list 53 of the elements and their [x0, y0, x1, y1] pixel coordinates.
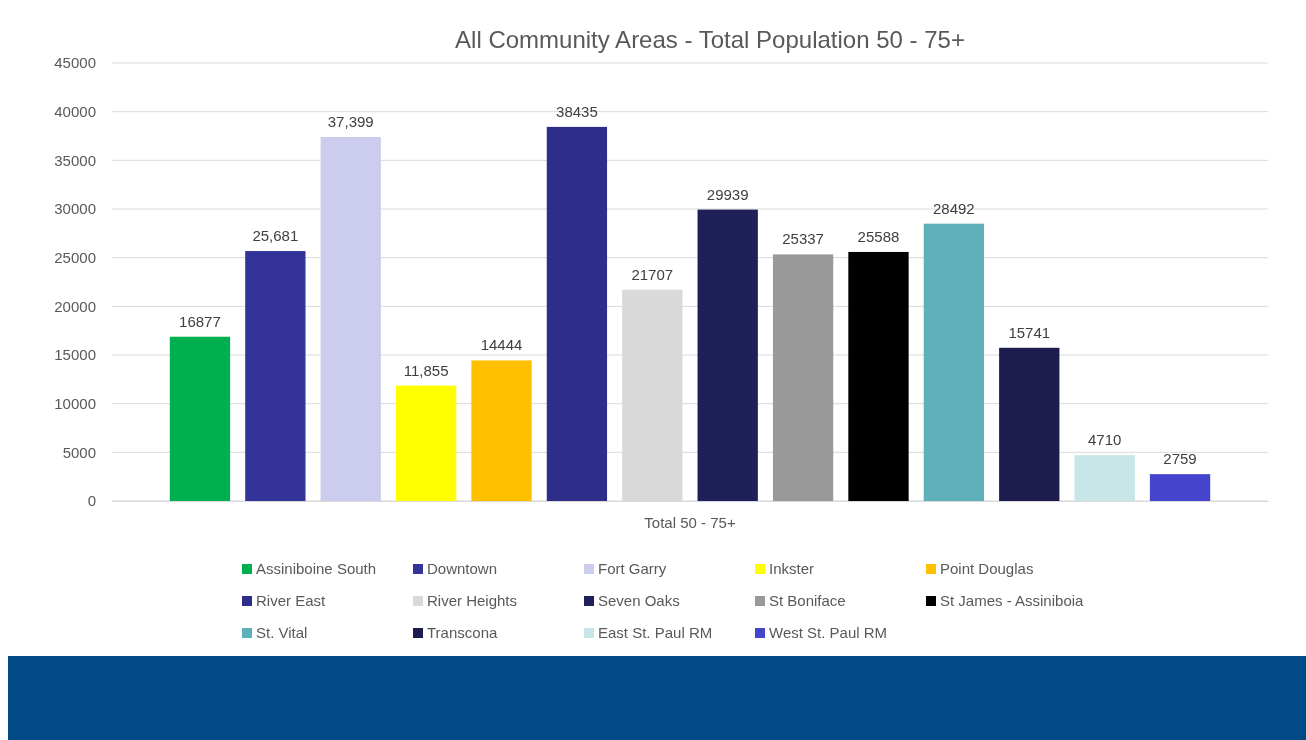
bar: [320, 136, 381, 501]
legend-label: Fort Garry: [598, 560, 667, 577]
bar: [1149, 474, 1211, 501]
data-label: 15741: [1008, 323, 1051, 341]
data-label: 37,399: [327, 112, 374, 130]
data-label: 11,855: [403, 361, 449, 379]
bar: [395, 385, 457, 501]
bar: [848, 251, 909, 501]
y-tick-label: 0: [87, 492, 96, 510]
legend-label: East St. Paul RM: [598, 624, 713, 641]
data-label: 25337: [782, 230, 824, 248]
bar: [697, 209, 758, 501]
data-label: 2759: [1163, 450, 1197, 468]
legend-label: Point Douglas: [940, 560, 1034, 577]
legend-label: River Heights: [427, 592, 518, 609]
bar: [1074, 455, 1135, 501]
data-label: 16877: [179, 312, 221, 330]
bar: [999, 347, 1060, 501]
x-tick-label: Total 50 - 75+: [644, 513, 736, 531]
data-label: 25,681: [252, 227, 299, 245]
legend-label: West St. Paul RM: [769, 624, 888, 641]
legend-label: St Boniface: [769, 592, 846, 609]
bar: [471, 360, 532, 501]
y-tick-label: 45000: [54, 54, 96, 72]
data-label: 28492: [933, 199, 975, 217]
data-label: 4710: [1087, 431, 1122, 449]
legend-label: St. Vital: [256, 624, 308, 641]
legend-label: Downtown: [427, 560, 498, 577]
data-label: 38435: [556, 102, 598, 120]
y-tick-label: 20000: [54, 297, 96, 315]
y-tick-label: 40000: [54, 102, 96, 120]
bar: [772, 254, 834, 501]
legend-label: Inkster: [769, 560, 815, 577]
y-tick-label: 5000: [62, 443, 96, 461]
legend-label: River East: [256, 592, 327, 609]
y-tick-label: 30000: [54, 200, 96, 218]
bar: [169, 336, 231, 501]
y-tick-label: 35000: [54, 151, 96, 169]
data-label: 25588: [857, 227, 900, 245]
bar: [546, 126, 608, 501]
legend-label: St James - Assiniboia: [940, 592, 1085, 609]
y-tick-label: 15000: [54, 346, 96, 364]
chart-title: All Community Areas - Total Population 50 - 75+: [455, 26, 965, 53]
data-label: 29939: [706, 185, 749, 203]
bar: [923, 223, 985, 501]
legend-label: Seven Oaks: [598, 592, 680, 609]
data-label: 14444: [480, 336, 523, 354]
legend-label: Assiniboine South: [256, 560, 377, 577]
bar: [245, 251, 306, 501]
legend-label: Transcona: [427, 624, 498, 641]
y-tick-label: 10000: [54, 394, 96, 412]
data-label: 21707: [631, 265, 674, 283]
y-tick-label: 25000: [54, 248, 96, 266]
